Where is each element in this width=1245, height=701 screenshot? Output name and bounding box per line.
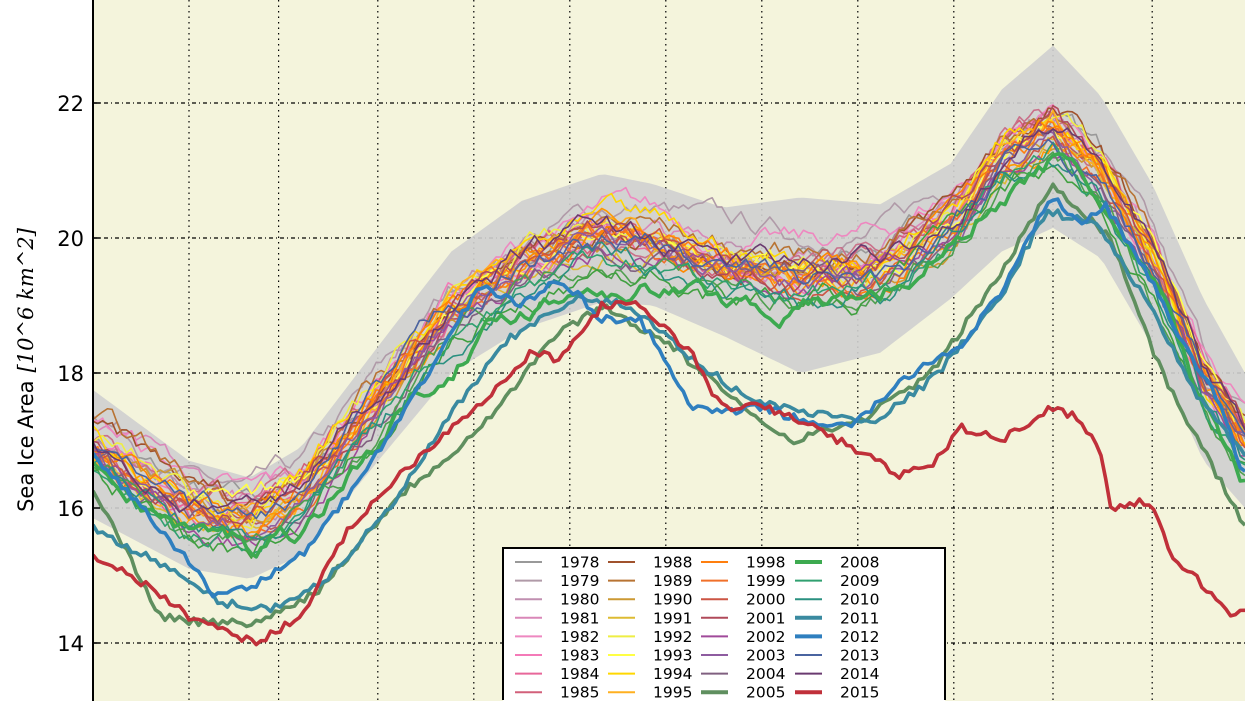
- legend-label: 2008: [840, 554, 879, 572]
- y-tick-label: 14: [57, 632, 84, 656]
- legend-label: 2000: [746, 591, 785, 609]
- legend-label: 2010: [840, 591, 879, 609]
- legend-item-1980: 1980: [515, 591, 599, 609]
- legend-item-1994: 1994: [608, 665, 692, 683]
- legend-item-2014: 2014: [795, 665, 879, 683]
- y-axis-label-text: Sea Ice Area: [14, 380, 38, 511]
- series-line-2006: [93, 151, 1245, 544]
- y-axis-unit: [10^6 km^2]: [14, 227, 38, 372]
- legend-label: 1998: [746, 554, 785, 572]
- legend-item-1995: 1995: [608, 684, 692, 701]
- legend-label: 1982: [560, 628, 599, 646]
- legend-label: 1993: [653, 647, 692, 665]
- series-line-2007: [93, 164, 1245, 559]
- legend-item-1983: 1983: [515, 647, 599, 665]
- legend-item-2012: 2012: [795, 628, 879, 646]
- legend-label: 1988: [653, 554, 692, 572]
- legend-label: 2011: [840, 609, 879, 627]
- legend-label: 1979: [560, 572, 599, 590]
- series-line-2009: [93, 141, 1245, 557]
- series-line-2011: [93, 208, 1245, 614]
- legend-label: 2001: [746, 609, 785, 627]
- series-line-2012: [93, 197, 1245, 599]
- legend-item-2015: 2015: [795, 684, 879, 701]
- series-line-1982: [93, 103, 1245, 495]
- legend-item-2005: 2005: [701, 684, 785, 701]
- legend-label: 2012: [840, 628, 879, 646]
- series-line-1990: [93, 142, 1245, 523]
- legend-item-2004: 2004: [701, 665, 785, 683]
- legend-border: [502, 547, 946, 700]
- legend-label: 1983: [560, 647, 599, 665]
- legend-item-1998: 1998: [701, 554, 785, 572]
- series-line-2013: [93, 138, 1245, 520]
- legend-label: 2003: [746, 647, 785, 665]
- legend-label: 1989: [653, 572, 692, 590]
- series-line-2014: [93, 127, 1245, 513]
- legend-label: 1991: [653, 609, 692, 627]
- series-line-1998: [93, 120, 1245, 539]
- y-tick-label: 22: [57, 92, 84, 116]
- legend-label: 2015: [840, 684, 879, 701]
- legend-box: [503, 548, 945, 701]
- legend-item-2013: 2013: [795, 647, 879, 665]
- legend-label: 1980: [560, 591, 599, 609]
- series-line-1994: [93, 117, 1245, 528]
- y-axis-label: Sea Ice Area [10^6 km^2]: [14, 227, 38, 512]
- legend-item-2009: 2009: [795, 572, 879, 590]
- legend-item-1989: 1989: [608, 572, 692, 590]
- y-tick-label: 16: [57, 497, 84, 521]
- series-line-2000: [93, 135, 1245, 531]
- legend-label: 1990: [653, 591, 692, 609]
- series-lines: [93, 103, 1245, 647]
- legend-label: 2004: [746, 665, 785, 683]
- legend-label: 1994: [653, 665, 692, 683]
- legend-item-1993: 1993: [608, 647, 692, 665]
- legend-label: 2005: [746, 684, 785, 701]
- legend-item-2000: 2000: [701, 591, 785, 609]
- legend-item-1988: 1988: [608, 554, 692, 572]
- legend-label: 1995: [653, 684, 692, 701]
- legend-item-1984: 1984: [515, 665, 599, 683]
- legend-item-2010: 2010: [795, 591, 879, 609]
- legend-label: 2014: [840, 665, 879, 683]
- series-line-2005: [93, 182, 1245, 629]
- legend-item-1992: 1992: [608, 628, 692, 646]
- legend-item-1982: 1982: [515, 628, 599, 646]
- legend-item-1979: 1979: [515, 572, 599, 590]
- series-line-2008: [93, 152, 1245, 559]
- legend-label: 2009: [840, 572, 879, 590]
- legend-item-2001: 2001: [701, 609, 785, 627]
- legend-label: 1999: [746, 572, 785, 590]
- y-tick-label: 18: [57, 362, 84, 386]
- legend-label: 2013: [840, 647, 879, 665]
- y-tick-label: 20: [57, 227, 84, 251]
- series-line-1992: [93, 112, 1245, 530]
- legend-item-1978: 1978: [515, 554, 599, 572]
- legend-item-2002: 2002: [701, 628, 785, 646]
- legend-label: 2002: [746, 628, 785, 646]
- legend-label: 1985: [560, 684, 599, 701]
- legend-item-1990: 1990: [608, 591, 692, 609]
- legend-item-1991: 1991: [608, 609, 692, 627]
- y-axis: 14 16 18 20 22: [57, 92, 100, 656]
- legend-item-2011: 2011: [795, 609, 879, 627]
- legend-label: 1984: [560, 665, 599, 683]
- legend-label: 1978: [560, 554, 599, 572]
- legend-item-1999: 1999: [701, 572, 785, 590]
- legend-item-1981: 1981: [515, 609, 599, 627]
- legend-item-1985: 1985: [515, 684, 599, 701]
- legend-label: 1981: [560, 609, 599, 627]
- legend-label: 1992: [653, 628, 692, 646]
- series-line-2003: [93, 130, 1245, 542]
- legend-item-2003: 2003: [701, 647, 785, 665]
- series-line-2015: [93, 300, 1245, 647]
- legend-item-2008: 2008: [795, 554, 879, 572]
